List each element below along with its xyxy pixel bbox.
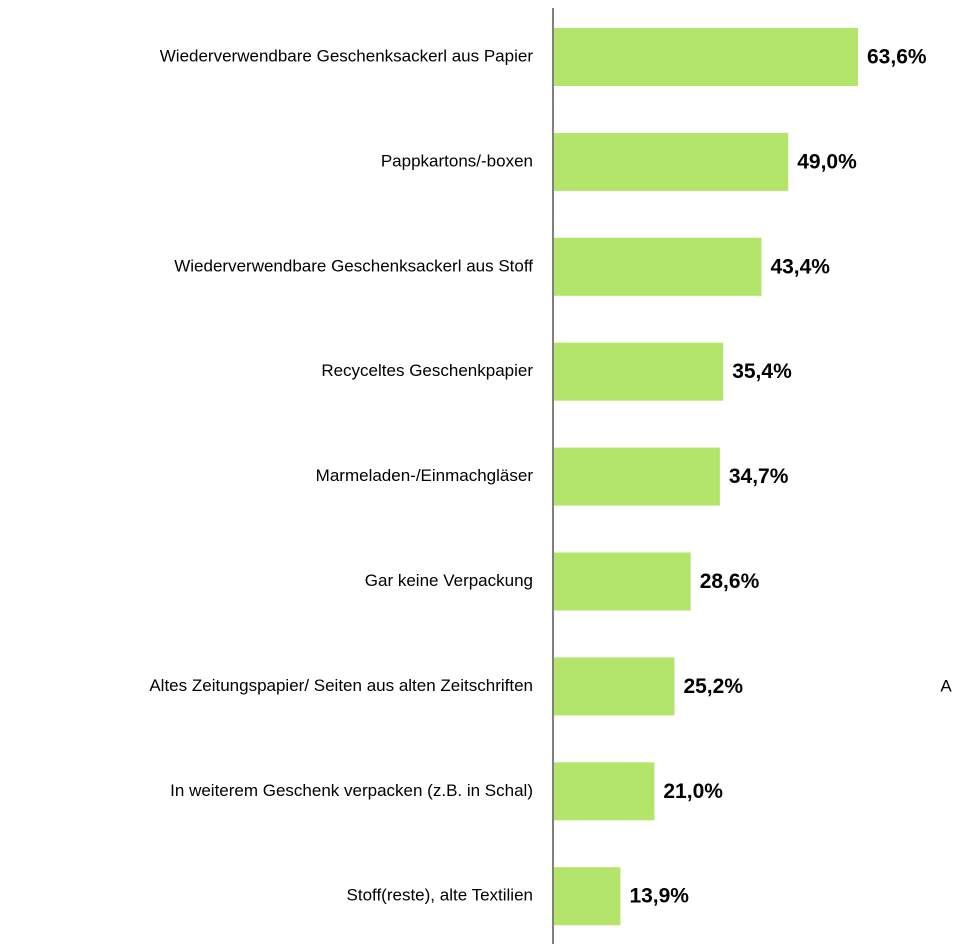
value-label: 63,6% (867, 46, 927, 69)
value-label: 49,0% (797, 150, 857, 173)
category-label: Pappkartons/-boxen (381, 151, 533, 170)
value-label: 28,6% (700, 570, 760, 593)
category-label: Wiederverwendbare Geschenksackerl aus St… (174, 256, 533, 275)
bar (554, 28, 859, 86)
value-label: 43,4% (770, 255, 830, 278)
category-label: Recyceltes Geschenkpapier (321, 361, 533, 380)
bar (554, 762, 655, 821)
annotation: A (940, 676, 952, 695)
value-label: 34,7% (729, 465, 789, 488)
value-label: 35,4% (732, 360, 792, 383)
category-label: Marmeladen-/Einmachgläser (316, 466, 534, 485)
category-label: In weiterem Geschenk verpacken (z.B. in … (170, 781, 533, 800)
category-label: Stoff(reste), alte Textilien (347, 886, 533, 905)
bar (554, 342, 724, 401)
bar (554, 867, 621, 926)
bar (554, 132, 789, 191)
category-label: Gar keine Verpackung (365, 571, 533, 590)
value-label: 13,9% (629, 885, 689, 908)
value-label: 21,0% (663, 780, 723, 803)
bar (554, 657, 675, 716)
category-label: Altes Zeitungspapier/ Seiten aus alten Z… (149, 676, 533, 695)
bar (554, 447, 720, 506)
bar (554, 237, 762, 296)
bar (554, 552, 691, 611)
value-label: 25,2% (683, 675, 743, 698)
category-label: Wiederverwendbare Geschenksackerl aus Pa… (160, 46, 534, 65)
